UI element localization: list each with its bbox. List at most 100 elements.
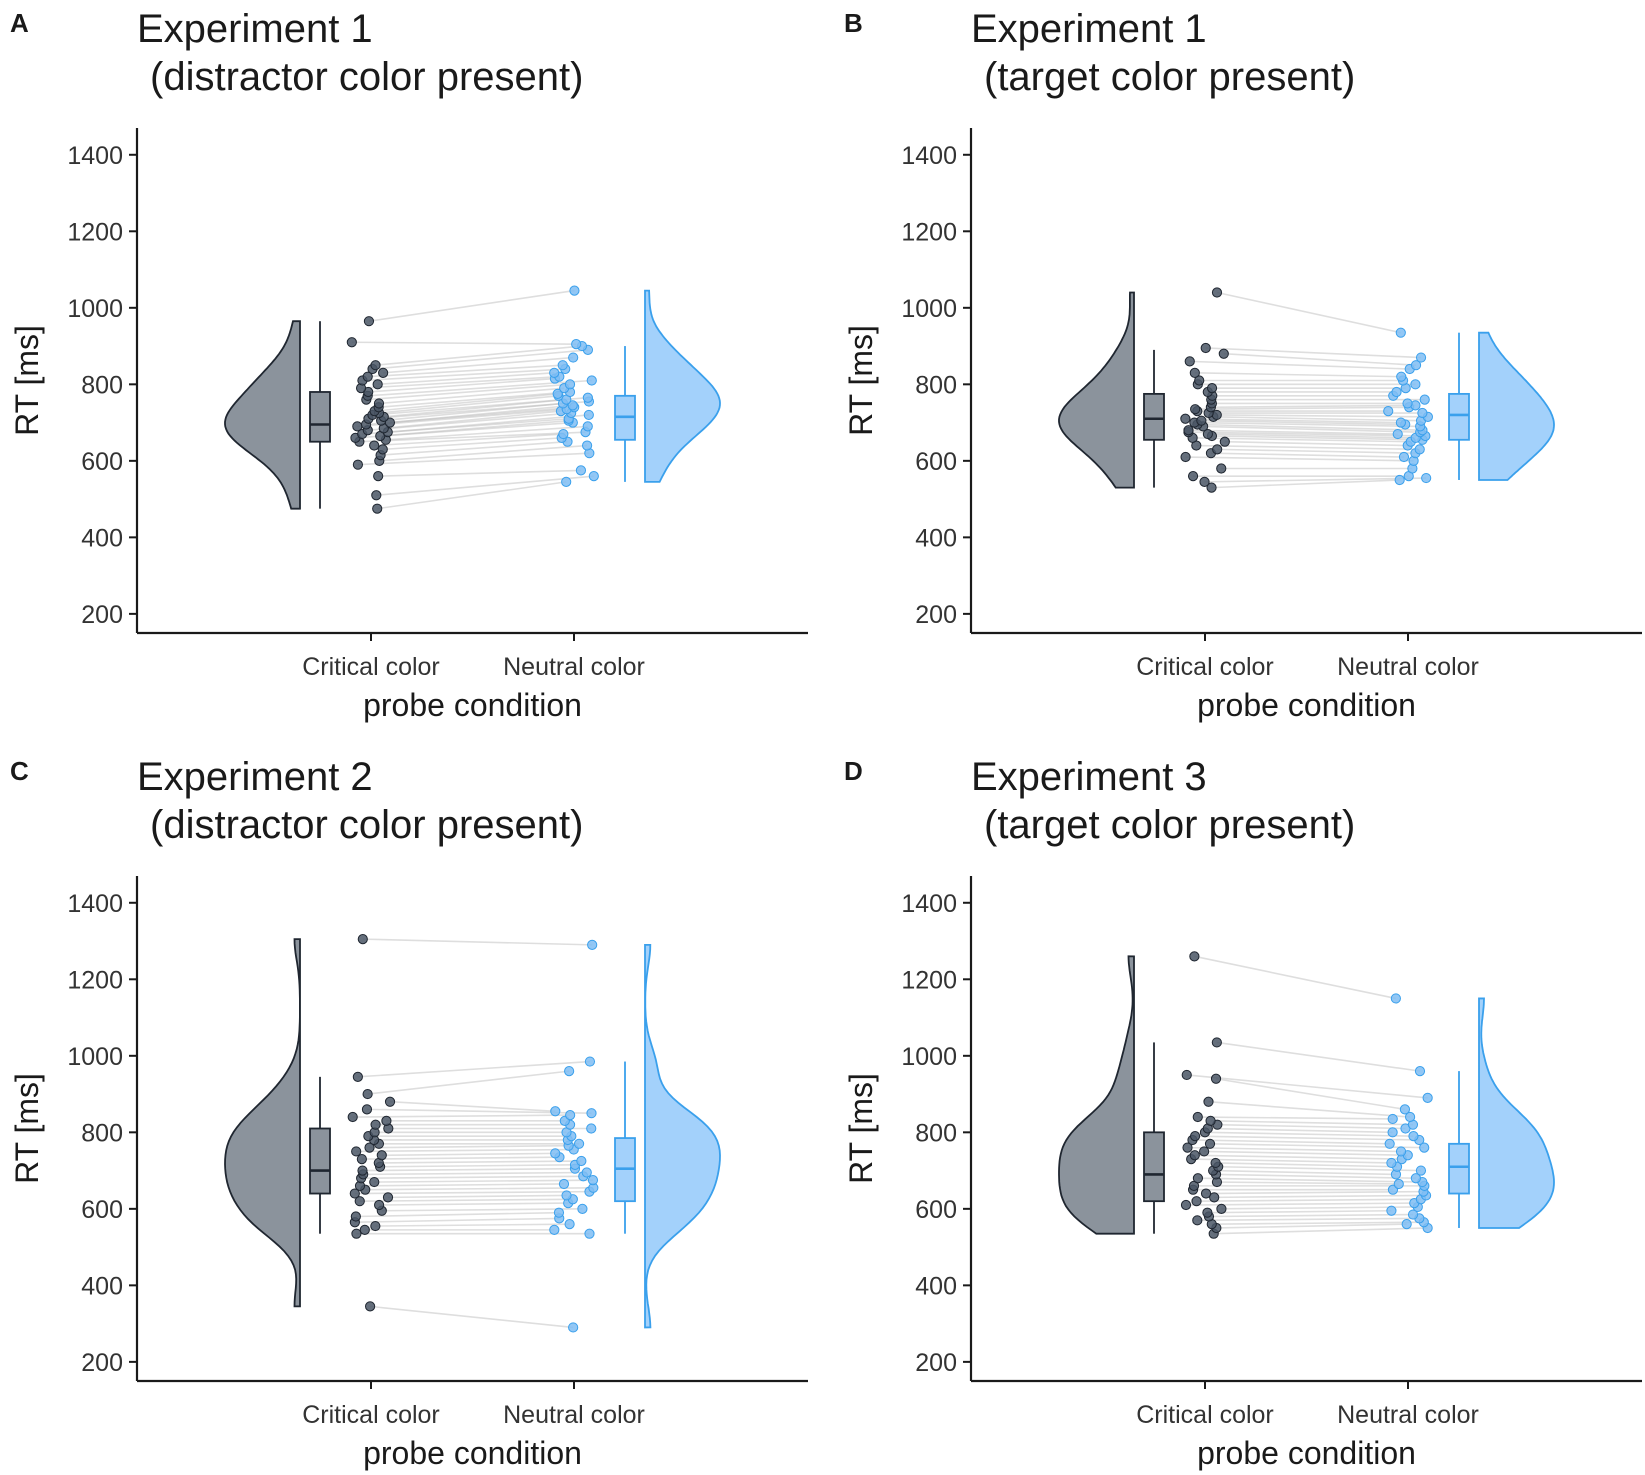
critical-point	[369, 1176, 380, 1188]
neutral-point	[569, 285, 580, 296]
y-axis-title: RT [ms]	[9, 325, 45, 436]
critical-point	[1219, 436, 1230, 447]
neutral-point	[549, 1224, 560, 1235]
critical-boxplot	[1143, 1042, 1165, 1234]
neutral-point	[1395, 327, 1406, 338]
critical-point	[1203, 1096, 1214, 1107]
pair-line	[355, 1211, 559, 1218]
neutral-point	[1395, 417, 1407, 428]
panel-c: C Experiment 2(distractor color present) 2…	[9, 755, 808, 1471]
critical-point	[1191, 1196, 1202, 1207]
pair-line	[354, 1217, 560, 1224]
neutral-point	[582, 421, 593, 432]
neutral-point	[1396, 371, 1407, 382]
box-iqr	[309, 391, 331, 443]
y-tick-label: 600	[915, 448, 957, 476]
y-tick-label: 800	[81, 1119, 123, 1147]
critical-point	[370, 1119, 381, 1130]
neutral-point	[568, 352, 579, 363]
critical-point	[1199, 476, 1210, 487]
pair-line	[1205, 347, 1422, 359]
pair-line	[378, 469, 581, 477]
pair-line	[1216, 291, 1401, 334]
box-iqr	[1448, 1142, 1470, 1195]
critical-point	[1182, 1142, 1193, 1153]
critical-violin	[1058, 955, 1135, 1235]
critical-point	[1183, 425, 1194, 436]
pair-line	[378, 391, 571, 409]
neutral-point	[558, 428, 569, 440]
neutral-point	[550, 1148, 561, 1159]
pair-line	[387, 1194, 567, 1199]
pair-line	[375, 1223, 570, 1227]
critical-point	[362, 371, 373, 382]
critical-point	[352, 421, 363, 432]
critical-point	[1209, 1192, 1220, 1203]
critical-point	[1206, 482, 1217, 493]
critical-point	[1218, 348, 1229, 359]
pair-line	[1214, 1194, 1427, 1199]
pair-line	[1207, 1209, 1392, 1214]
neutral-point	[584, 1228, 595, 1239]
critical-point	[357, 934, 368, 945]
pair-line	[1207, 433, 1416, 439]
neutral-point	[1398, 451, 1410, 463]
pair-line	[1196, 1198, 1421, 1202]
pair-line	[356, 1148, 574, 1153]
pair-line	[1195, 1135, 1420, 1141]
pair-line	[379, 1202, 569, 1206]
panel-d: D Experiment 3(target color present) 200 40…	[843, 755, 1642, 1471]
pair-line	[1210, 1120, 1413, 1126]
critical-point	[347, 1111, 358, 1123]
pair-line	[1210, 452, 1404, 458]
neutral-point	[581, 1167, 592, 1178]
pair-line	[1218, 1165, 1421, 1172]
pair-line	[378, 1160, 582, 1164]
pair-line	[1204, 1131, 1414, 1137]
y-tick-label: 800	[915, 1119, 957, 1147]
pair-line	[1197, 423, 1423, 432]
pair-line	[379, 444, 588, 462]
pair-line	[1216, 1223, 1407, 1229]
pair-line	[1215, 1077, 1406, 1111]
critical-point	[1211, 1037, 1222, 1048]
pair-line	[1201, 419, 1406, 426]
pair-line	[1194, 1154, 1402, 1160]
pair-line	[378, 387, 565, 405]
neutral-point	[1401, 1219, 1412, 1230]
y-tick-label: 600	[81, 1196, 123, 1224]
neutral-point	[1414, 1066, 1426, 1077]
y-tick-label: 1000	[901, 1043, 957, 1071]
neutral-point	[1410, 360, 1422, 371]
pair-line	[1188, 431, 1426, 437]
box-iqr	[1448, 392, 1470, 441]
neutral-point	[557, 360, 568, 371]
critical-point	[382, 1192, 394, 1203]
neutral-point	[1407, 1209, 1419, 1220]
critical-point	[372, 379, 383, 390]
critical-point	[373, 398, 385, 409]
pair-line	[1213, 1169, 1396, 1176]
critical-point	[1184, 356, 1195, 367]
neutral-point	[586, 1108, 597, 1119]
y-tick-label: 400	[915, 524, 957, 552]
neutral-point	[1404, 1111, 1416, 1123]
neutral-point	[1394, 474, 1405, 486]
neutral-point	[1386, 1205, 1397, 1216]
pair-line	[368, 289, 575, 322]
pair-line	[365, 1186, 594, 1191]
pair-line	[1211, 435, 1423, 441]
neutral-violin	[1478, 997, 1555, 1229]
pair-line	[381, 402, 564, 422]
critical-point	[1206, 383, 1218, 394]
pair-line	[1223, 352, 1417, 366]
data-points	[347, 934, 599, 1333]
neutral-point	[1419, 394, 1430, 405]
pair-line	[1185, 417, 1401, 424]
critical-point	[1202, 1207, 1213, 1218]
neutral-point	[1387, 1113, 1398, 1125]
neutral-point	[1386, 1157, 1397, 1169]
pair-line	[1216, 1041, 1421, 1072]
pair-line	[361, 375, 560, 389]
